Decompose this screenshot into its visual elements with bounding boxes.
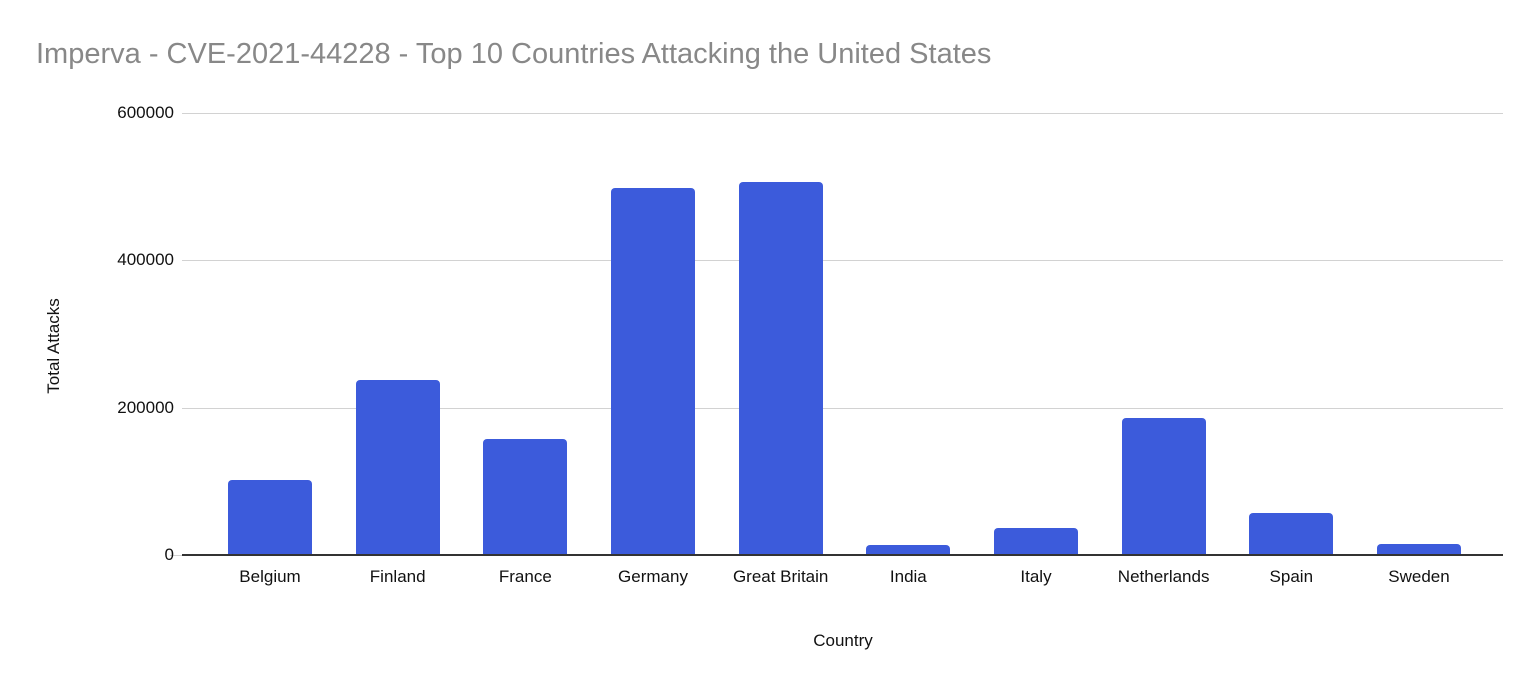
bar-finland[interactable] <box>355 379 440 555</box>
x-axis-line <box>182 554 1503 556</box>
gridline-600000 <box>182 113 1503 114</box>
y-axis-zero-tick <box>170 555 182 556</box>
x-tick-label-india: India <box>889 567 927 586</box>
bar-netherlands[interactable] <box>1121 417 1206 555</box>
bar-belgium[interactable] <box>228 479 313 555</box>
y-tick-label: 400000 <box>117 250 174 270</box>
x-tick-label-great-britain: Great Britain <box>732 567 829 586</box>
bar-italy[interactable] <box>993 527 1078 555</box>
gridline-400000 <box>182 260 1503 262</box>
x-tick-label-germany: Germany <box>618 567 688 586</box>
x-tick-label-italy: Italy <box>1020 567 1052 586</box>
chart-title: Imperva - CVE-2021-44228 - Top 10 Countr… <box>36 38 992 70</box>
gridline-200000 <box>182 407 1503 409</box>
x-tick-label-netherlands: Netherlands <box>1117 567 1210 586</box>
x-tick-label-finland: Finland <box>369 567 426 586</box>
bar-spain[interactable] <box>1249 513 1334 555</box>
x-tick-label-sweden: Sweden <box>1388 567 1450 586</box>
bar-germany[interactable] <box>611 188 695 555</box>
x-tick-label-spain: Spain <box>1269 567 1314 586</box>
x-tick-label-france: France <box>498 567 552 586</box>
x-tick-label-belgium: Belgium <box>239 567 301 586</box>
x-axis-title: Country <box>813 631 873 650</box>
bar-france[interactable] <box>483 438 568 555</box>
bar-great-britain[interactable] <box>738 181 823 555</box>
y-tick-label: 0 <box>164 545 174 564</box>
y-tick-label: 200000 <box>117 397 174 417</box>
bar-sweden[interactable] <box>1376 543 1461 555</box>
y-tick-label: 600000 <box>117 103 174 122</box>
plot-area <box>170 113 1503 556</box>
bar-india[interactable] <box>866 545 951 555</box>
